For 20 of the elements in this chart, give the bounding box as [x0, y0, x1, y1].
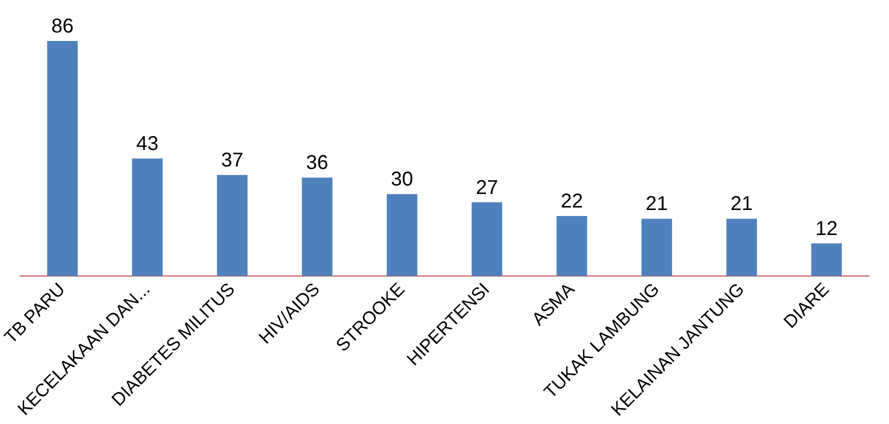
data-label: 21: [730, 193, 753, 216]
bar: [641, 218, 672, 276]
bar: [47, 40, 78, 276]
bar: [302, 178, 332, 276]
bar: [472, 202, 502, 276]
data-label: 21: [646, 193, 668, 216]
bar: [132, 158, 163, 276]
bar: [216, 174, 248, 276]
data-label: 30: [390, 168, 414, 191]
data-label: 43: [136, 133, 158, 156]
data-label: 27: [476, 176, 498, 199]
bar: [556, 216, 588, 276]
bar: [811, 243, 842, 276]
bar: [726, 218, 757, 276]
data-label: 36: [306, 152, 328, 174]
data-label: 22: [560, 190, 583, 212]
data-label: 37: [221, 149, 244, 172]
data-label: 86: [51, 15, 74, 38]
bar: [386, 194, 418, 276]
data-label: 12: [815, 218, 838, 240]
